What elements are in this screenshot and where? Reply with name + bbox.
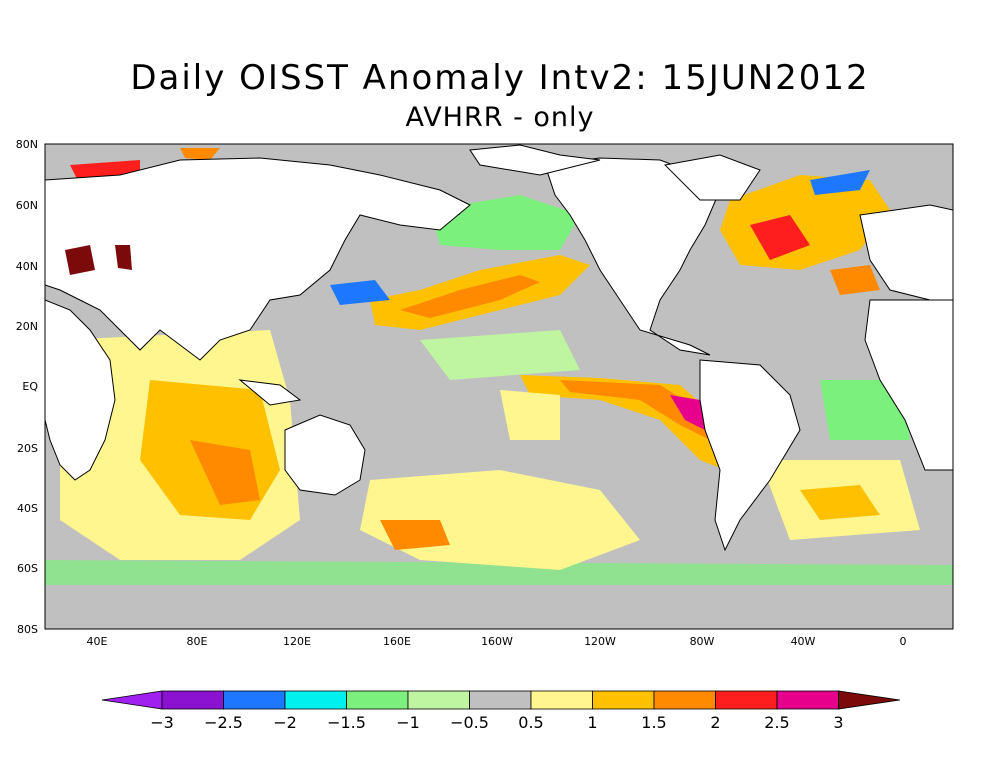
lon-label: 40W [791,635,816,648]
lon-label: 160W [481,635,513,648]
map-frame [44,143,954,630]
lat-label: 20S [17,442,38,455]
anomaly-patch-labrador-cold [810,170,870,195]
lon-label: 120W [584,635,616,648]
landmass-australia [284,414,366,496]
anomaly-patch-gulf-stream-hot [750,215,810,260]
lat-label: 80S [17,623,38,636]
lat-label: 60N [16,199,38,212]
anomaly-patch-tropical-pacific-cool [420,330,580,380]
colorbar-label: 1.5 [641,713,666,732]
anomaly-patch-arctic-warm [180,148,220,160]
colorbar-swatch [715,690,778,710]
longitude-labels: 40E 80E 120E 160E 160W 120W 80W 40W 0 [87,635,907,648]
colorbar-swatch [530,690,593,710]
anomaly-patch-enso-core [560,380,710,440]
lat-label: 60S [17,562,38,575]
anomaly-patch-gulf-alaska [430,195,580,250]
caspian-sea [65,245,95,275]
colorbar-label: 2.5 [764,713,789,732]
latitude-labels: 80N 60N 40N 20N EQ 20S 40S 60S 80S [16,138,39,636]
landmass-eurasia [45,157,471,361]
lon-label: 120E [283,635,311,648]
colorbar-label: −3 [150,713,174,732]
anomaly-patch-peru-hot [670,395,705,430]
lon-label: 80W [690,635,715,648]
colorbar-swatch [653,690,716,710]
landmass-africa-east [45,299,116,481]
anomaly-patch-southern-band [45,560,953,585]
colorbar-label: −0.5 [450,713,489,732]
colorbar: −3 −2.5 −2 −1.5 −1 −0.5 0.5 1 1.5 2 2.5 3 [101,690,901,732]
lon-label: 160E [383,635,411,648]
landmass-arctic-islands [469,144,601,176]
colorbar-label: 0.5 [518,713,543,732]
colorbar-swatch [223,690,286,710]
anomaly-patch-central-pacific [500,390,560,440]
lat-label: EQ [22,380,38,393]
colorbar-swatch [776,690,839,710]
anomaly-patches [45,148,953,629]
landmass-indonesia [238,379,302,406]
anomaly-patch-tropical-atlantic [820,380,910,440]
lat-label: 40S [17,502,38,515]
colorbar-label: 2 [710,713,720,732]
landmass-south-america [699,359,801,552]
colorbar-right-arrow [838,690,901,710]
map-field [45,144,953,629]
anomaly-patch-south-atlantic-warm [800,485,880,520]
lon-label: 80E [187,635,208,648]
lat-label: 40N [16,260,38,273]
anomaly-patch-south-pacific-warm [380,520,450,550]
map-subtitle: AVHRR - only [405,102,595,133]
anomaly-patch-indian-hot [190,440,260,505]
landmass-africa-west [864,299,953,471]
colorbar-swatch [469,690,532,710]
colorbar-swatch [407,690,470,710]
colorbar-swatch [161,690,224,710]
lat-label: 20N [16,320,38,333]
colorbar-swatch [346,690,409,710]
aral-sea [115,245,132,270]
antarctic-ice [45,595,953,629]
anomaly-patch-north-pacific-core [400,275,540,318]
colorbar-label: 1 [587,713,597,732]
colorbar-label: −1 [396,713,420,732]
lon-label: 40E [87,635,108,648]
colorbar-label: −2 [273,713,297,732]
colorbar-label: −2.5 [204,713,243,732]
map-title: Daily OISST Anomaly Intv2: 15JUN2012 [130,58,870,98]
continents [45,144,953,552]
anomaly-patch-kuroshio-cold [330,280,390,305]
lon-label: 0 [900,635,907,648]
colorbar-swatch [592,690,655,710]
colorbar-label: −1.5 [327,713,366,732]
anomaly-patch-east-atlantic-warm [830,265,880,295]
colorbar-label: 3 [833,713,843,732]
colorbar-swatch [284,690,347,710]
lat-label: 80N [16,138,38,151]
colorbar-left-arrow [101,690,163,710]
landmass-greenland [663,154,761,201]
